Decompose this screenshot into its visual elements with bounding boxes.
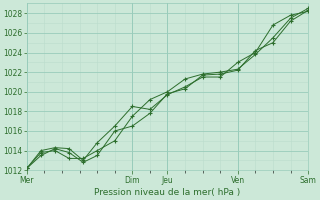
X-axis label: Pression niveau de la mer( hPa ): Pression niveau de la mer( hPa ) — [94, 188, 241, 197]
